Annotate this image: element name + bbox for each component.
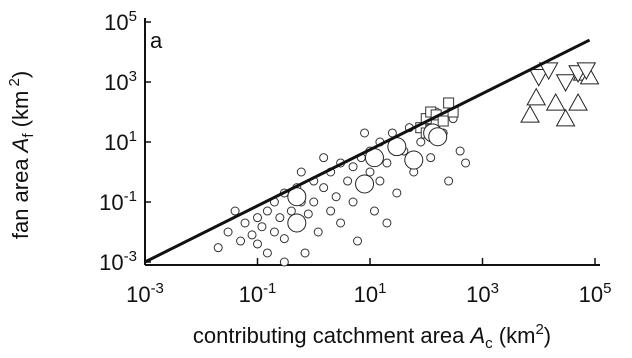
- x-tick-label: 103: [466, 280, 499, 307]
- annotation: a: [150, 28, 163, 53]
- point: [313, 227, 323, 237]
- point: [538, 62, 559, 81]
- point: [416, 137, 426, 147]
- point: [392, 188, 402, 198]
- point: [360, 128, 370, 138]
- label-part: A: [468, 323, 485, 348]
- label-part: contributing catchment area: [193, 323, 471, 348]
- y-tick-label: 10-1: [99, 188, 137, 215]
- point: [428, 127, 448, 147]
- point: [568, 92, 588, 111]
- label-part: f: [20, 133, 37, 138]
- point: [269, 227, 279, 237]
- point: [309, 197, 319, 207]
- label-part: c: [485, 335, 493, 352]
- point: [355, 174, 375, 194]
- point: [461, 158, 471, 168]
- y-tick-label: 105: [104, 8, 137, 35]
- point: [520, 104, 540, 123]
- point: [526, 87, 547, 106]
- label-part: ): [8, 71, 33, 78]
- x-tick-label: 101: [354, 280, 387, 307]
- label-part: A: [8, 138, 33, 155]
- label-part: ): [544, 323, 551, 348]
- point: [426, 153, 436, 163]
- point: [444, 176, 454, 186]
- point: [286, 206, 296, 216]
- point: [443, 97, 455, 109]
- point: [262, 248, 272, 258]
- point: [319, 153, 329, 163]
- point: [236, 236, 246, 246]
- point: [223, 227, 233, 237]
- x-tick-label: 105: [579, 280, 612, 307]
- label-part: 2: [6, 78, 23, 91]
- point: [287, 213, 307, 233]
- x-tick-label: 10-3: [126, 280, 164, 307]
- point: [382, 218, 392, 228]
- point: [262, 206, 272, 216]
- point: [257, 222, 267, 232]
- point: [230, 206, 240, 216]
- y-tick-label: 103: [104, 68, 137, 95]
- point: [326, 206, 336, 216]
- point: [319, 183, 329, 193]
- point: [343, 176, 353, 186]
- y-tick-label: 10-3: [99, 248, 137, 275]
- point: [404, 150, 424, 170]
- point: [336, 218, 346, 228]
- point: [437, 115, 449, 127]
- point: [365, 167, 375, 177]
- point: [300, 248, 310, 258]
- point: [213, 243, 223, 253]
- point: [455, 146, 465, 156]
- x-axis-label: contributing catchment area Ac (km2): [193, 321, 551, 352]
- point: [275, 213, 285, 223]
- point: [348, 162, 358, 172]
- point: [296, 167, 306, 177]
- point: [247, 230, 257, 240]
- point: [348, 197, 358, 207]
- point: [253, 239, 262, 249]
- label-part: 2: [535, 321, 543, 338]
- y-tick-label: 101: [104, 128, 137, 155]
- point: [382, 158, 392, 168]
- fit-line: [144, 38, 591, 264]
- point: [303, 209, 313, 219]
- point: [545, 92, 566, 111]
- point: [555, 74, 576, 93]
- point: [279, 257, 289, 267]
- label-part: (km: [493, 323, 536, 348]
- point: [576, 62, 597, 81]
- point: [555, 108, 576, 127]
- point: [353, 236, 363, 246]
- point: [375, 176, 385, 186]
- y-axis-label: fan area Af (km 2): [6, 71, 37, 239]
- point: [331, 192, 341, 202]
- point: [240, 218, 250, 228]
- point: [528, 69, 549, 87]
- label-part: fan area: [8, 152, 33, 239]
- point: [369, 206, 379, 216]
- x-tick-label: 10-1: [239, 280, 277, 307]
- point: [253, 213, 262, 223]
- label-part: (km: [8, 91, 33, 134]
- point: [279, 234, 289, 244]
